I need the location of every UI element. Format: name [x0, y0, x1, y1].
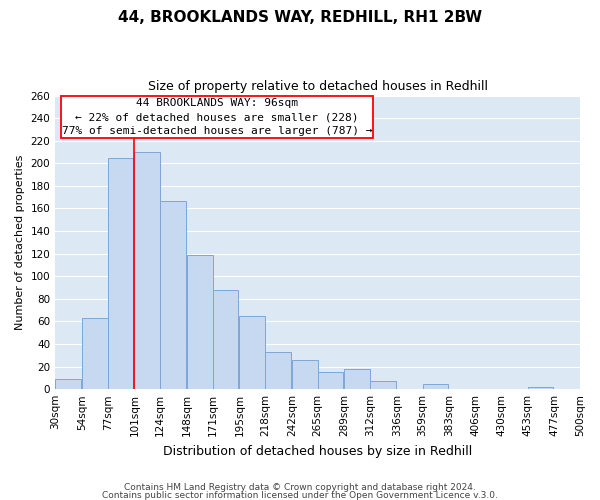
Bar: [55, 379, 81, 389]
Bar: [107, 158, 133, 389]
Bar: [187, 255, 212, 389]
Bar: [239, 316, 265, 389]
Y-axis label: Number of detached properties: Number of detached properties: [15, 154, 25, 330]
X-axis label: Distribution of detached houses by size in Redhill: Distribution of detached houses by size …: [163, 444, 472, 458]
Text: Contains public sector information licensed under the Open Government Licence v.: Contains public sector information licen…: [102, 490, 498, 500]
Text: 44, BROOKLANDS WAY, REDHILL, RH1 2BW: 44, BROOKLANDS WAY, REDHILL, RH1 2BW: [118, 10, 482, 25]
Bar: [370, 382, 396, 389]
Text: 44 BROOKLANDS WAY: 96sqm
← 22% of detached houses are smaller (228)
77% of semi-: 44 BROOKLANDS WAY: 96sqm ← 22% of detach…: [62, 98, 373, 136]
Title: Size of property relative to detached houses in Redhill: Size of property relative to detached ho…: [148, 80, 488, 93]
Bar: [212, 290, 238, 389]
Bar: [292, 360, 317, 389]
Bar: [265, 352, 291, 389]
Bar: [527, 387, 553, 389]
Bar: [344, 369, 370, 389]
Bar: [317, 372, 343, 389]
Bar: [422, 384, 448, 389]
Bar: [82, 318, 107, 389]
FancyBboxPatch shape: [61, 96, 373, 138]
Bar: [160, 200, 186, 389]
Text: Contains HM Land Registry data © Crown copyright and database right 2024.: Contains HM Land Registry data © Crown c…: [124, 484, 476, 492]
Bar: [134, 152, 160, 389]
